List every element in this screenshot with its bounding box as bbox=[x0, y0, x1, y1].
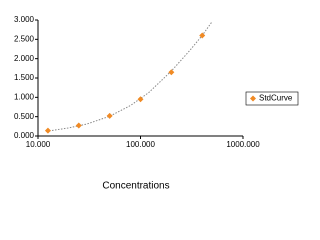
legend-marker bbox=[250, 95, 256, 102]
y-tick-label: 0.500 bbox=[14, 112, 35, 121]
data-point bbox=[199, 32, 206, 39]
data-point bbox=[44, 127, 51, 134]
data-point bbox=[106, 112, 113, 119]
y-tick-label: 1.000 bbox=[14, 92, 35, 101]
y-tick-label: 2.500 bbox=[14, 34, 35, 43]
data-point bbox=[75, 122, 82, 129]
data-point bbox=[137, 96, 144, 103]
y-tick-label: 0.000 bbox=[14, 131, 35, 140]
chart: Concentrations 0.000 0.500 1.000 1.500 2.000… bbox=[13, 15, 299, 192]
legend-label: StdCurve bbox=[259, 94, 293, 103]
x-axis-title: Concentrations bbox=[102, 181, 169, 192]
x-tick-label: 10.000 bbox=[26, 140, 51, 149]
data-point bbox=[168, 69, 175, 76]
y-tick-label: 1.500 bbox=[14, 73, 35, 82]
y-tick-label: 3.000 bbox=[14, 15, 35, 24]
x-tick-label: 100.000 bbox=[126, 140, 155, 149]
x-tick-label: 1000.000 bbox=[226, 140, 260, 149]
y-tick-label: 2.000 bbox=[14, 54, 35, 63]
legend-box bbox=[245, 91, 299, 106]
